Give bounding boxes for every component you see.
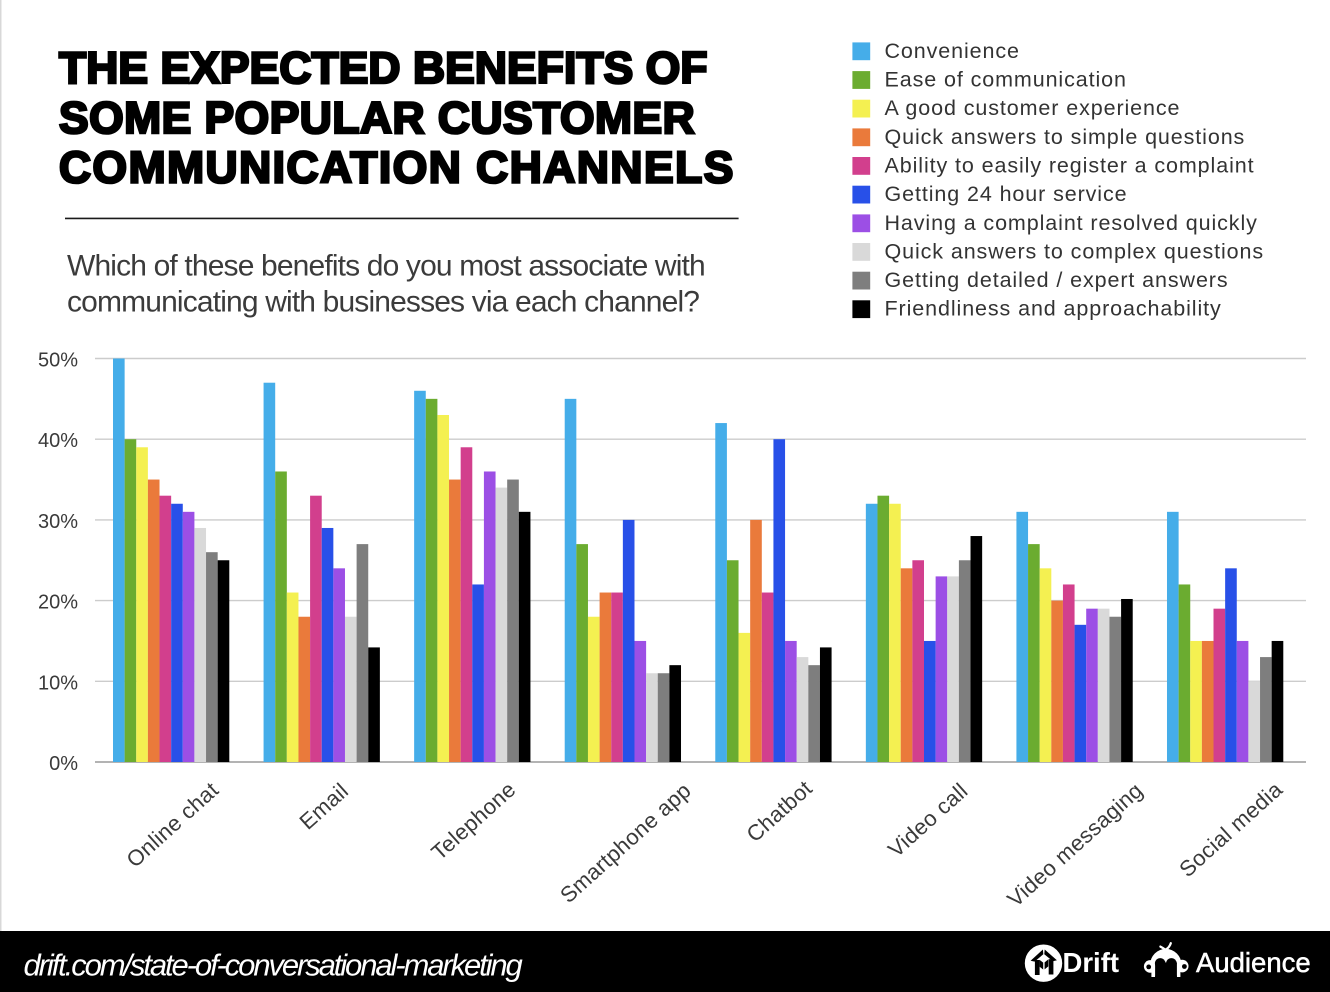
svg-text:Friendliness and approachabili: Friendliness and approachability: [885, 297, 1222, 321]
svg-text:Getting detailed / expert answ: Getting detailed / expert answers: [885, 268, 1229, 292]
svg-text:Quick answers to complex quest: Quick answers to complex questions: [885, 239, 1265, 263]
svg-text:Drift: Drift: [1063, 947, 1120, 978]
svg-text:A good customer experience: A good customer experience: [885, 96, 1181, 120]
svg-text:20%: 20%: [38, 592, 78, 614]
svg-text:30%: 30%: [38, 511, 78, 533]
svg-text:Audience: Audience: [1196, 947, 1311, 978]
svg-text:0%: 0%: [49, 753, 78, 775]
svg-text:Convenience: Convenience: [885, 39, 1020, 63]
svg-text:COMMUNICATION CHANNELS: COMMUNICATION CHANNELS: [59, 144, 735, 193]
svg-text:THE EXPECTED BENEFITS OF: THE EXPECTED BENEFITS OF: [59, 44, 708, 93]
svg-text:communicating with businesses: communicating with businesses via each c…: [67, 286, 699, 319]
svg-text:Having a complaint resolved qu: Having a complaint resolved quickly: [885, 211, 1258, 235]
svg-text:SOME POPULAR CUSTOMER: SOME POPULAR CUSTOMER: [59, 94, 695, 143]
svg-text:Quick answers to simple questi: Quick answers to simple questions: [885, 125, 1246, 149]
svg-text:50%: 50%: [38, 350, 78, 372]
svg-text:Which of these benefits do you: Which of these benefits do you most asso…: [67, 250, 705, 283]
svg-text:40%: 40%: [38, 430, 78, 452]
svg-text:Ability to easily register a c: Ability to easily register a complaint: [885, 153, 1255, 177]
svg-text:Ease of communication: Ease of communication: [885, 68, 1127, 92]
svg-text:10%: 10%: [38, 672, 78, 694]
svg-text:drift.com/state-of-conversatio: drift.com/state-of-conversational-market…: [24, 948, 523, 983]
svg-text:Getting 24 hour service: Getting 24 hour service: [885, 182, 1128, 206]
